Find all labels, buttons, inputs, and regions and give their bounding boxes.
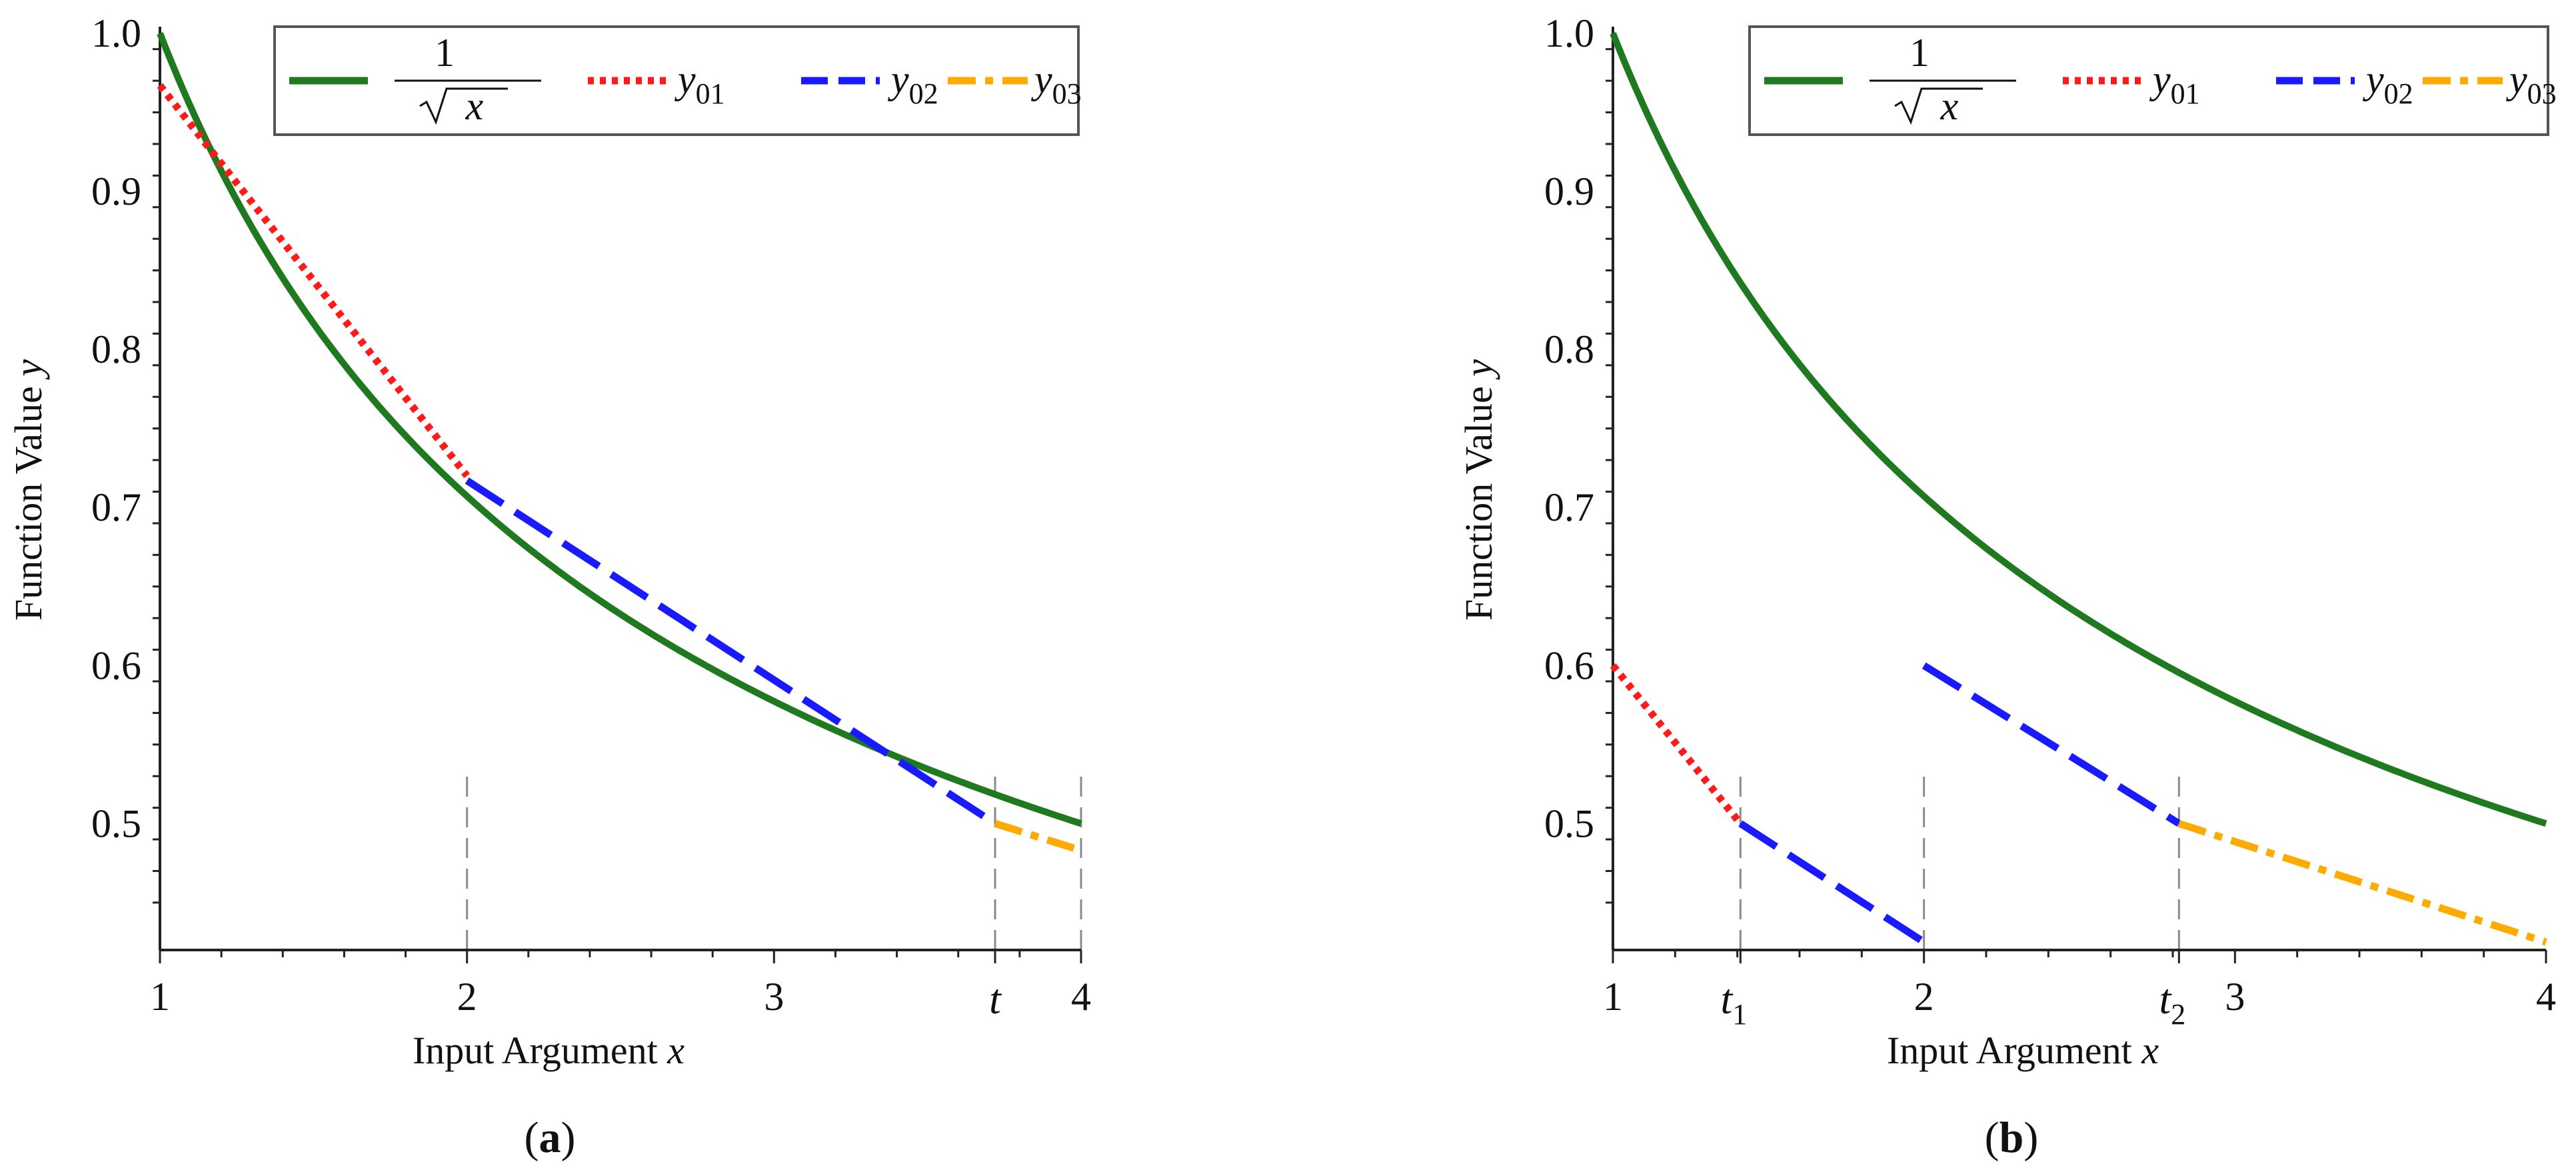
y-tick-label: 1.0 xyxy=(1544,11,1594,55)
y-axis-title: Function Value y xyxy=(7,359,50,621)
x-tick-label: 3 xyxy=(2225,975,2245,1019)
x-tick-label: 1 xyxy=(1603,975,1623,1019)
y-tick-label: 1.0 xyxy=(91,11,141,55)
series-line xyxy=(1610,663,1744,826)
series-line xyxy=(1922,662,2181,827)
series-line xyxy=(1610,32,2547,827)
series-line xyxy=(157,83,471,479)
x-axis-title: Input Argument x xyxy=(413,1029,684,1072)
y-tick-label: 0.6 xyxy=(91,643,141,687)
series-line xyxy=(1738,820,1926,945)
series-line xyxy=(157,32,1082,827)
sqrt-sign xyxy=(1894,87,1983,125)
y-tick-label: 0.7 xyxy=(91,485,141,529)
panel-caption: (a) xyxy=(525,1113,576,1162)
y-tick-label: 0.5 xyxy=(91,801,141,845)
sqrt-sign xyxy=(419,87,508,125)
y-tick-label: 0.9 xyxy=(1544,169,1594,213)
special-tick-label: t xyxy=(989,975,1002,1023)
y-tick-label: 0.5 xyxy=(1544,801,1594,845)
series-line xyxy=(465,477,997,827)
legend-label-radicand: x xyxy=(465,84,484,128)
x-tick-label: 4 xyxy=(2536,975,2556,1019)
y-axis-title: Function Value y xyxy=(1457,359,1500,621)
x-tick-label: 2 xyxy=(457,975,477,1019)
chart-panel-a: 0.5 0.6 0.7 0.8 0.9 1.0 1 2 3 4 t Input Argument x F… xyxy=(7,11,1091,1162)
panel-caption: (b) xyxy=(1985,1113,2039,1162)
y-tick-label: 0.8 xyxy=(1544,327,1594,371)
x-tick-label: 2 xyxy=(1914,975,1934,1019)
x-tick-label: 3 xyxy=(764,975,784,1019)
special-tick-label: t1 xyxy=(1720,975,1747,1031)
x-tick-label: 1 xyxy=(150,975,170,1019)
y-tick-label: 0.7 xyxy=(1544,485,1594,529)
legend-label-numerator: 1 xyxy=(1910,31,1930,75)
x-tick-label: 4 xyxy=(1071,975,1091,1019)
y-tick-label: 0.8 xyxy=(91,327,141,371)
y-tick-label: 0.9 xyxy=(91,169,141,213)
series-line xyxy=(2177,820,2547,946)
series-line xyxy=(994,820,1082,854)
x-axis-title: Input Argument x xyxy=(1887,1029,2159,1072)
legend-label-numerator: 1 xyxy=(435,31,455,75)
legend-label-radicand: x xyxy=(1940,84,1959,128)
special-tick-label: t2 xyxy=(2159,975,2185,1031)
y-tick-label: 0.6 xyxy=(1544,643,1594,687)
